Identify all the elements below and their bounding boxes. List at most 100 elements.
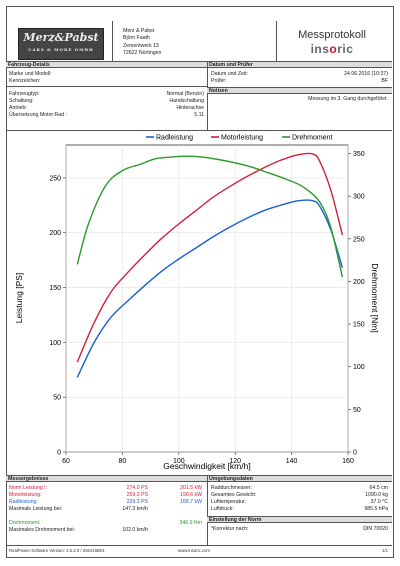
y-left-tick-label: 250	[49, 175, 61, 182]
contact-name: Björn Faath	[123, 35, 150, 42]
y-right-tick-label: 350	[353, 151, 365, 158]
fuel-value: Normal (Benzin)	[166, 91, 204, 97]
chart-lines	[76, 152, 344, 378]
y-right-tick-label: 100	[353, 364, 365, 371]
legend-label-drehmoment: Drehmoment	[292, 135, 333, 142]
motor-power-label: Motorleistung:	[9, 492, 42, 498]
x-tick-label: 60	[62, 458, 70, 465]
gear-value: Handschaltung	[169, 98, 204, 104]
website: www.insoric.com	[178, 548, 210, 553]
divider	[6, 130, 392, 131]
date-label: Datum und Zeit:	[211, 71, 248, 77]
torque-value: 346.9 Nm	[179, 520, 203, 526]
y-right-tick-label: 0	[353, 450, 357, 457]
software-version: RealPower Software Version: 1.5.2.0 / 25…	[9, 548, 105, 553]
divider	[6, 545, 392, 546]
max-torque-value: 102.0 km/h	[122, 527, 148, 533]
pressure-label: Luftdruck:	[211, 506, 234, 512]
y-right-tick-label: 50	[353, 407, 361, 414]
korrektur-label: *Korrektur nach:	[211, 526, 249, 532]
korrektur-value: DIN 70020	[363, 526, 388, 532]
legend-label-radleistung: Radleistung	[156, 135, 193, 142]
x-tick-label: 140	[286, 458, 298, 465]
protocol-title: Messprotokoll	[298, 29, 366, 41]
divider	[112, 21, 113, 61]
wheel-power-kw: 168.7 kW	[180, 499, 202, 505]
wheel-power-ps: 229.3 PS	[126, 499, 148, 505]
motor-power-ps: 259.2 PS	[126, 492, 148, 498]
drive-value: Hinterachse	[176, 105, 204, 111]
temp-value: 37.0 °C	[370, 499, 388, 505]
wheel-power-label: Radleistung:	[9, 499, 38, 505]
plate-label: Kennzeichen:	[9, 78, 41, 84]
chart-ticks: 60 80 100 120 140 160050100150200250050100150…	[49, 151, 364, 465]
x-tick-label: 160	[342, 458, 354, 465]
page-number: 1/1	[382, 548, 388, 553]
ratio-label: Übersetzung Motor:Rad :	[9, 112, 67, 118]
divider	[276, 21, 277, 61]
series-line-motorleistung	[76, 152, 344, 363]
chart-grid	[65, 145, 349, 453]
fuel-label: Fahrzeugtyp:	[9, 91, 40, 97]
norm-power-label: Norm Leistung !:	[9, 485, 48, 491]
logo-subtext: CARS & MORE GMBH	[28, 47, 94, 52]
y-right-tick-label: 200	[353, 279, 365, 286]
ratio-value: 5.11	[194, 112, 204, 118]
series-line-drehmoment	[76, 155, 344, 278]
street: Zementwerk 13	[123, 42, 159, 49]
x-tick-label: 80	[119, 458, 127, 465]
notes-text: Messung im 3. Gang durchgeführt.	[308, 96, 388, 102]
divider	[207, 61, 208, 130]
section-vehicle-title: Fahrzeug-Details	[6, 61, 207, 68]
y-left-tick-label: 200	[49, 230, 61, 237]
logo-text: Merz&Pabst	[23, 31, 99, 44]
page-frame	[6, 6, 394, 558]
dyno-chart: Radleistung Motorleistung Drehmoment 60 80 1…	[14, 135, 380, 472]
plot-area	[65, 144, 349, 453]
x-tick-label: 120	[229, 458, 241, 465]
section-environment-title: Umgebungsdaten	[207, 475, 392, 482]
max-power-label: Maximale Leistung bei:	[9, 506, 63, 512]
temp-label: Lufttemperatur:	[211, 499, 247, 505]
make-label: Marke und Modell:	[9, 71, 52, 77]
tester-value: BF	[381, 78, 388, 84]
x-axis-label: Geschwindigkeit [km/h]	[163, 461, 250, 471]
pressure-value: 985.5 hPa	[364, 506, 388, 512]
x-tick-label: 100	[173, 458, 185, 465]
norm-power-ps: 274.0 PS	[126, 485, 148, 491]
y-left-tick-label: 0	[57, 450, 61, 457]
section-notes-title: Notizen	[207, 87, 392, 94]
norm-power-kw: 201.5 kW	[180, 485, 202, 491]
y-left-tick-label: 150	[49, 285, 61, 292]
torque-label: Drehmoment:	[9, 520, 41, 526]
y-left-tick-label: 100	[49, 340, 61, 347]
section-norm-title: Einstellung der Norm	[207, 516, 392, 523]
company-address: Merz & Pabst Björn Faath Zementwerk 13 7…	[123, 28, 161, 57]
max-torque-label: Maximales Drehmoment bei:	[9, 527, 76, 533]
city: 72622 Nürtingen	[123, 49, 162, 56]
drive-label: Antrieb:	[9, 105, 27, 111]
y-left-tick-label: 50	[53, 395, 61, 402]
legend-label-motorleistung: Motorleistung	[221, 135, 263, 142]
chart-legend: Radleistung Motorleistung Drehmoment	[146, 135, 333, 142]
divider	[6, 86, 207, 87]
motor-power-kw: 190.6 kW	[180, 492, 202, 498]
date-value: 24.06.2016 (10:37)	[344, 71, 388, 77]
y-right-tick-label: 250	[353, 236, 365, 243]
gear-label: Schaltung:	[9, 98, 34, 104]
diameter-value: 64.5 cm	[369, 485, 388, 491]
diameter-label: Raddurchmesser:	[211, 485, 252, 491]
company-name: Merz & Pabst	[123, 28, 155, 34]
y-right-tick-label: 300	[353, 194, 365, 201]
insoric-logo: insoric	[310, 42, 354, 56]
max-power-value: 147.3 km/h	[122, 506, 148, 512]
tester-label: Prüfer:	[211, 78, 227, 84]
y-right-tick-label: 150	[353, 322, 365, 329]
company-logo: Merz&Pabst CARS & MORE GMBH	[18, 28, 104, 60]
section-results-title: Messergebnisse	[6, 475, 207, 482]
weight-value: 1090.0 kg	[365, 492, 388, 498]
y-axis-right-label: Drehmoment [Nm]	[370, 263, 380, 332]
series-line-radleistung	[76, 199, 344, 378]
y-axis-left-label: Leistung [PS]	[14, 273, 24, 324]
section-test-title: Datum und Prüfer	[207, 61, 392, 68]
